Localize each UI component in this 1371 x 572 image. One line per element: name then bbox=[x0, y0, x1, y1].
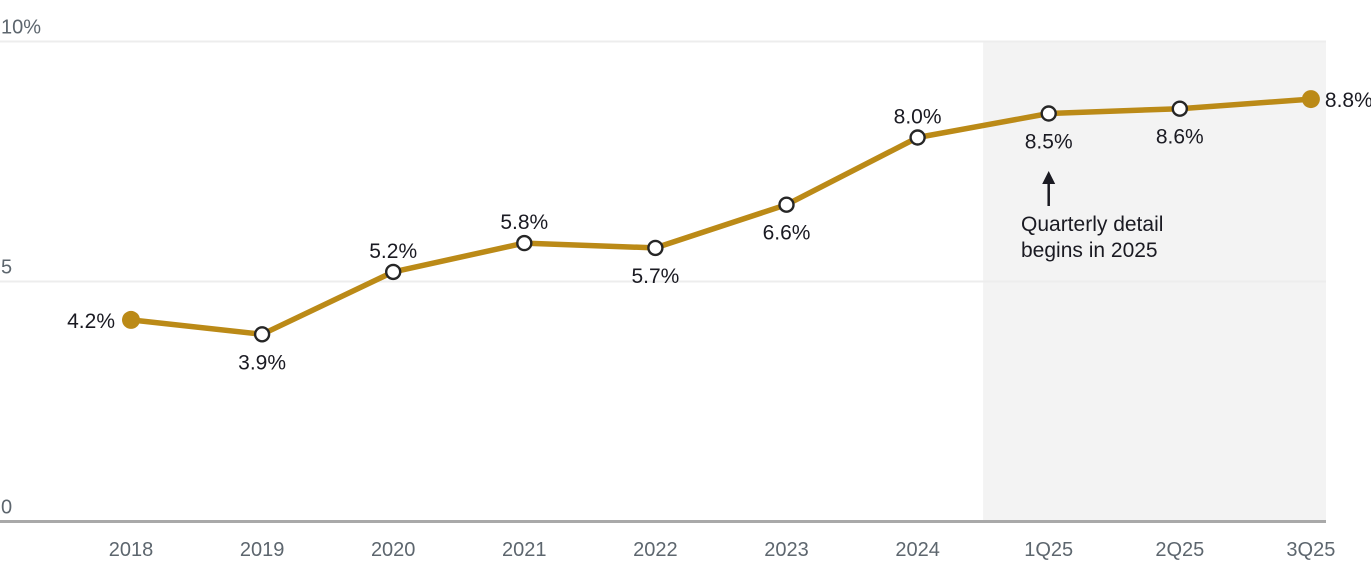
data-point-label: 8.8% bbox=[1325, 89, 1371, 112]
data-point-open bbox=[778, 196, 795, 213]
annotation-line1: Quarterly detail bbox=[1021, 213, 1164, 236]
data-point-filled bbox=[122, 310, 140, 329]
data-point-filled bbox=[1301, 90, 1320, 109]
x-tick-label: 2021 bbox=[502, 539, 547, 561]
x-tick-label: 3Q25 bbox=[1286, 539, 1335, 561]
trend-line bbox=[128, 96, 1314, 338]
y-tick-label: 10% bbox=[1, 17, 41, 39]
data-point-open bbox=[647, 239, 664, 257]
data-point-open bbox=[1040, 105, 1057, 122]
x-tick-label: 2Q25 bbox=[1155, 539, 1204, 561]
data-point-label: 5.2% bbox=[369, 240, 417, 263]
data-point-label: 8.6% bbox=[1156, 126, 1204, 149]
x-tick-label: 2023 bbox=[764, 539, 809, 561]
x-tick-label: 2024 bbox=[895, 539, 940, 561]
data-point-label: 8.5% bbox=[1025, 131, 1073, 154]
data-point-label: 5.8% bbox=[500, 211, 548, 234]
data-point-open bbox=[385, 263, 402, 281]
annotation-line2: begins in 2025 bbox=[1021, 239, 1158, 262]
data-point-open bbox=[253, 326, 271, 343]
data-point-label: 5.7% bbox=[631, 265, 679, 288]
x-tick-label: 2022 bbox=[633, 539, 678, 561]
data-point-label: 6.6% bbox=[763, 222, 811, 245]
data-point-open bbox=[516, 234, 533, 252]
data-point-label: 8.0% bbox=[894, 106, 942, 129]
x-tick-label: 2018 bbox=[109, 539, 154, 561]
data-point-label: 4.2% bbox=[67, 310, 115, 333]
annotation-arrow-head bbox=[1042, 171, 1056, 184]
data-point-open bbox=[1171, 100, 1189, 117]
x-tick-label: 2020 bbox=[371, 539, 416, 561]
x-tick-label: 2019 bbox=[240, 539, 285, 561]
annotation-quarterly-detail: Quarterly detail begins in 2025 bbox=[1021, 212, 1163, 264]
y-tick-label: 0 bbox=[1, 497, 12, 519]
data-point-label: 3.9% bbox=[238, 351, 286, 374]
data-point-open bbox=[909, 129, 926, 146]
x-tick-label: 1Q25 bbox=[1024, 539, 1073, 561]
y-tick-label: 5 bbox=[1, 257, 12, 279]
